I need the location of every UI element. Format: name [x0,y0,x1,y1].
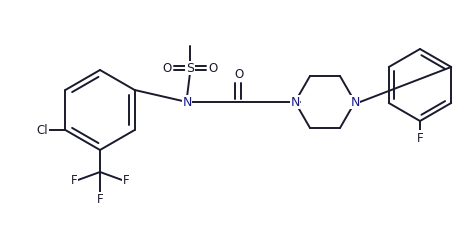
Text: N: N [350,96,360,109]
Text: F: F [70,174,77,187]
Text: F: F [97,193,103,206]
Text: O: O [162,62,172,75]
Text: S: S [186,62,194,75]
Text: O: O [208,62,218,75]
Text: Cl: Cl [37,124,48,137]
Text: O: O [235,68,243,81]
Text: F: F [417,131,423,144]
Text: N: N [290,96,300,109]
Text: F: F [123,174,129,187]
Text: N: N [182,96,192,109]
